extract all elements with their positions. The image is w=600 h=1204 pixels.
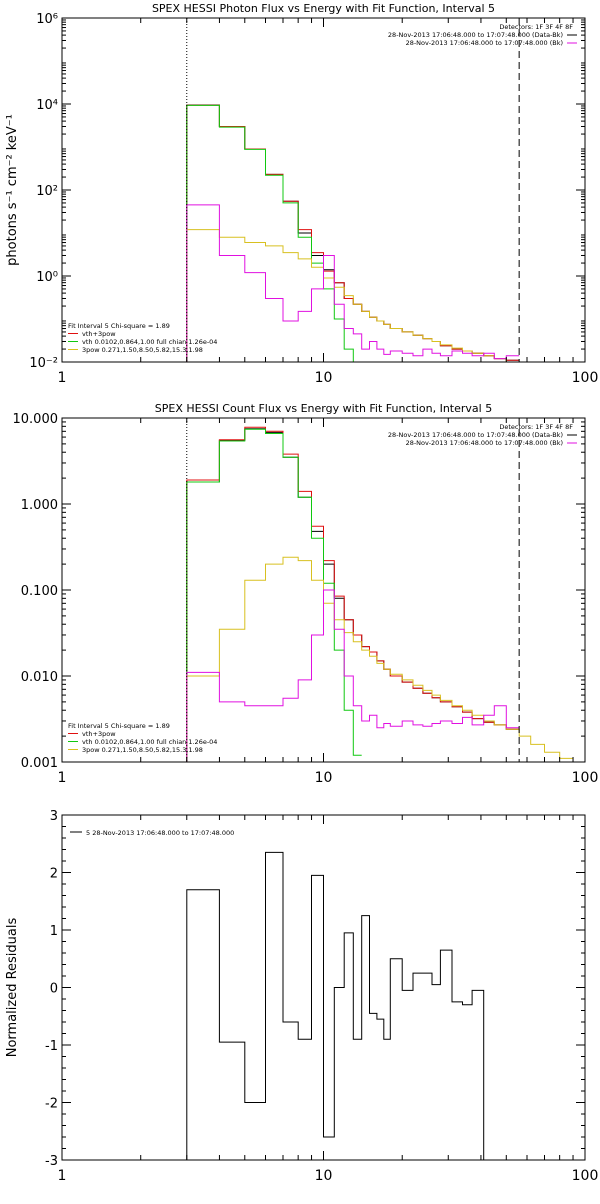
panel1-series-4 [186, 229, 520, 362]
panel2-legend-item-3: 3pow 0.271,1.50,8.50,5.82,15.3,1.98 [82, 746, 203, 754]
panel3-y-tick-label: 0 [50, 982, 58, 997]
panel1-x-tick-label: 10 [315, 370, 333, 386]
panel1-frame [61, 17, 586, 363]
panel2-y-tick-label: 0.100 [21, 584, 58, 599]
panel2-series-4 [186, 556, 573, 762]
panel1-y-tick-label: 10⁴ [36, 98, 58, 113]
panel1-detectors-label: Detectors: 1F 3F 4F 8F [499, 23, 573, 31]
panel2-detectors-label: Detectors: 1F 3F 4F 8F [499, 423, 573, 431]
panel1-time-label-2: 28-Nov-2013 17:06:48.000 to 17:07:48.000… [406, 39, 563, 47]
panel3-x-tick-label: 100 [572, 1168, 599, 1184]
panel1-series-2 [186, 104, 520, 362]
panel1-y-axis-label: photons s⁻¹ cm⁻² keV⁻¹ [5, 114, 20, 266]
panel1-fit-header: Fit Interval 5 Chi-square = 1.89 [68, 322, 170, 330]
panel1-title: SPEX HESSI Photon Flux vs Energy with Fi… [152, 2, 495, 15]
panel2-y-tick-label: 1.000 [21, 498, 58, 513]
panel3-residuals-line [186, 851, 485, 1160]
panel2-time-label-1: 28-Nov-2013 17:06:48.000 to 17:07:48.000… [388, 431, 563, 439]
panel1-legend-item-2: vth 0.0102,0.864,1.00 full chian 1.26e-0… [82, 338, 217, 346]
panel1-legend-item-3: 3pow 0.271,1.50,8.50,5.82,15.3,1.98 [82, 346, 203, 354]
panel2-time-label-2: 28-Nov-2013 17:06:48.000 to 17:07:48.000… [406, 439, 563, 447]
panel1-series-5 [186, 204, 520, 362]
panel2-legend-item-1: vth+3pow [82, 730, 116, 738]
panel1-legend-item-1: vth+3pow [82, 330, 116, 338]
panel3-legend-label: 5 28-Nov-2013 17:06:48.000 to 17:07:48.0… [86, 829, 234, 837]
panel1-x-tick-label: 100 [572, 370, 599, 386]
panel1-series-3 [186, 104, 354, 362]
panel2-series-5 [186, 589, 520, 762]
panel3-y-tick-label: 3 [50, 809, 58, 824]
panel3-x-tick-label: 10 [315, 1168, 333, 1184]
panel3-y-tick-label: 2 [50, 867, 58, 882]
panel1-time-label-1: 28-Nov-2013 17:06:48.000 to 17:07:48.000… [388, 31, 563, 39]
panel1-series-1 [186, 104, 520, 362]
panel1-y-tick-label: 10⁰ [36, 270, 58, 285]
panel3-y-axis-label: Normalized Residuals [5, 918, 20, 1058]
panel2-fit-header: Fit Interval 5 Chi-square = 1.89 [68, 722, 170, 730]
panel2-y-tick-label: 0.010 [21, 670, 58, 685]
panel2-title: SPEX HESSI Count Flux vs Energy with Fit… [155, 402, 492, 415]
panel2-y-tick-label: 10.000 [13, 412, 59, 427]
panel1-y-tick-label: 10⁶ [36, 12, 58, 27]
panel2-y-tick-label: 0.001 [21, 756, 58, 771]
panel2-x-tick-label: 1 [58, 770, 67, 786]
panel2-x-tick-label: 100 [572, 770, 599, 786]
panel3-y-tick-label: -1 [45, 1039, 58, 1054]
panel3-y-tick-label: -3 [45, 1154, 58, 1169]
panel3-x-tick-label: 1 [58, 1168, 67, 1184]
panel1-y-tick-label: 10⁻² [29, 356, 58, 371]
panel1-y-tick-label: 10² [36, 184, 58, 199]
panel2-legend-item-2: vth 0.0102,0.864,1.00 full chian 1.26e-0… [82, 738, 217, 746]
panel2-x-tick-label: 10 [315, 770, 333, 786]
panel3-y-tick-label: -2 [45, 1097, 58, 1112]
panel1-x-tick-label: 1 [58, 370, 67, 386]
panel3-y-tick-label: 1 [50, 924, 58, 939]
